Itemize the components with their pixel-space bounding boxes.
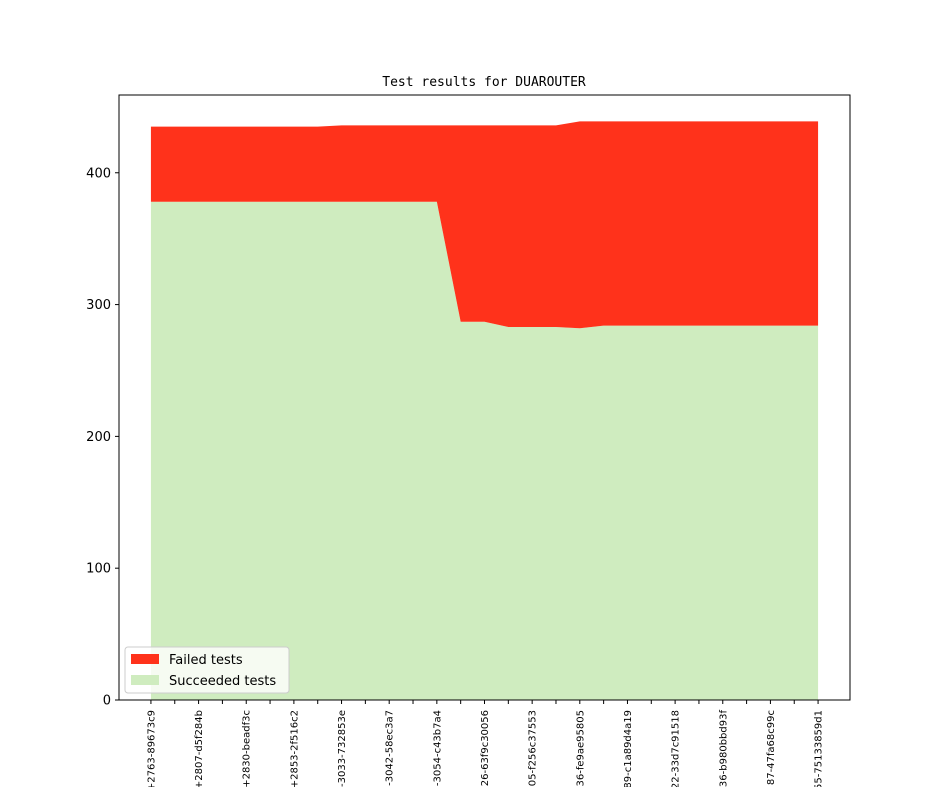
x-tick-label: 26-63f9c30056 (480, 710, 491, 786)
x-tick-label: +2830-beadf3c (242, 710, 253, 787)
legend-label-failed: Failed tests (169, 653, 243, 668)
area-failed-tests (150, 121, 819, 329)
legend-swatch-failed (131, 654, 159, 664)
x-tick-label: -3042-58ec3a7 (385, 710, 396, 786)
x-tick-label: 22-33d7c91518 (671, 710, 682, 787)
x-tick-label: 87-47fa68c99c (766, 710, 777, 785)
legend-swatch-succeeded (131, 675, 159, 685)
x-tick-label: 55-75133859d1 (814, 710, 825, 787)
x-tick-label: 05-f256c37553 (528, 710, 539, 786)
x-tick-label: +2853-2f516c2 (289, 710, 300, 787)
y-tick-label: 100 (86, 562, 111, 577)
legend: Failed tests Succeeded tests (124, 646, 290, 694)
legend-label-succeeded: Succeeded tests (169, 674, 276, 689)
legend-box (124, 646, 290, 694)
y-tick-label: 200 (86, 430, 111, 445)
chart-title: Test results for DUAROUTER (382, 75, 586, 90)
y-tick-label: 300 (86, 298, 111, 313)
x-tick-label: +2763-89673c9 (146, 710, 157, 787)
x-tick-label: +2807-d5f284b (194, 710, 205, 787)
y-tick-label: 400 (86, 166, 111, 181)
x-tick-label: -3054-c43b7a4 (432, 710, 443, 786)
x-tick-label: 36-b980bbd93f (718, 710, 729, 787)
x-tick-label: 36-fe9ae95805 (575, 710, 586, 786)
x-tick-label: 89-c1a89d4a19 (623, 710, 634, 787)
x-tick-label: -3033-732853e (337, 710, 348, 787)
area-succeeded-tests (150, 201, 819, 700)
y-tick-label: 0 (103, 694, 111, 709)
